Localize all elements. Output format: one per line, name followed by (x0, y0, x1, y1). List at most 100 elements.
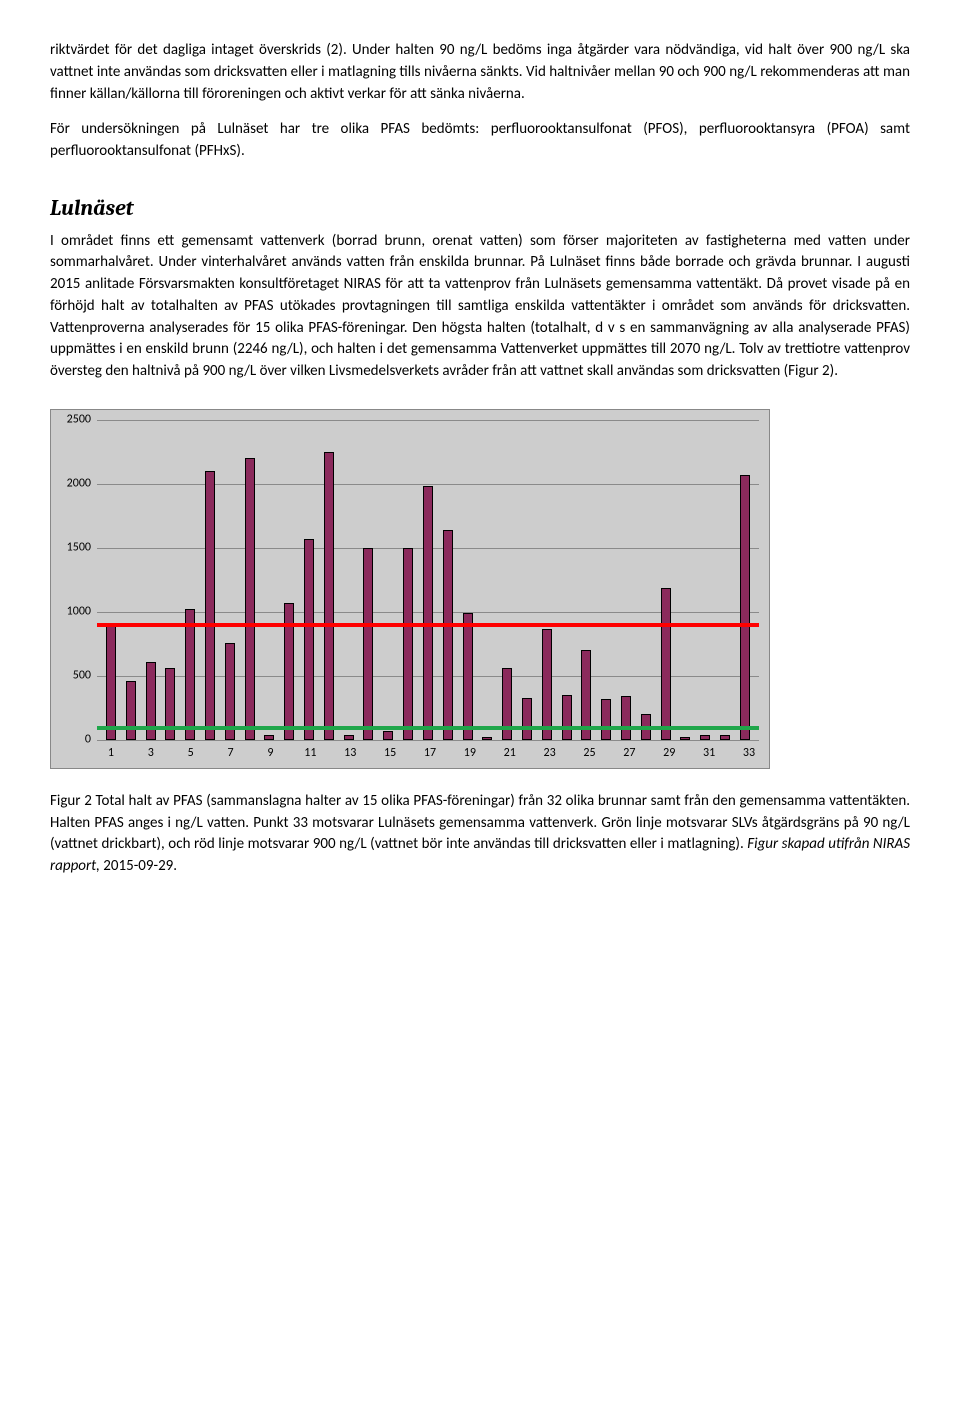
chart-bar (245, 458, 255, 740)
chart-bar (106, 625, 116, 740)
chart-reference-line (97, 623, 759, 627)
chart-bar-slot (180, 420, 200, 740)
chart-bar (304, 539, 314, 740)
chart-ytick-label: 500 (51, 667, 91, 684)
chart-bar (443, 530, 453, 740)
chart-bar (601, 699, 611, 740)
chart-bar (463, 613, 473, 740)
chart-bar-slot (260, 420, 280, 740)
chart-gridline (97, 740, 759, 741)
chart-bar (562, 695, 572, 740)
chart-bar-slot (378, 420, 398, 740)
chart-ytick-label: 2000 (51, 475, 91, 492)
chart-xtick-label (400, 745, 420, 762)
chart-xtick-label: 9 (261, 745, 281, 762)
chart-bar-slot (715, 420, 735, 740)
chart-bar-slot (220, 420, 240, 740)
chart-bar-slot (299, 420, 319, 740)
chart-bar-slot (240, 420, 260, 740)
chart-xtick-label: 5 (181, 745, 201, 762)
figure-caption: Figur 2 Total halt av PFAS (sammanslagna… (50, 791, 910, 878)
lulnaset-paragraph: I området finns ett gemensamt vattenverk… (50, 231, 910, 383)
chart-xtick-label (480, 745, 500, 762)
chart-xtick-label: 19 (460, 745, 480, 762)
chart-xtick-label (360, 745, 380, 762)
chart-bar-slot (141, 420, 161, 740)
chart-bar (740, 475, 750, 740)
chart-bar-slot (279, 420, 299, 740)
chart-xtick-label (719, 745, 739, 762)
pfas-bar-chart: 05001000150020002500 1357911131517192123… (50, 409, 770, 769)
chart-ytick-label: 1000 (51, 603, 91, 620)
chart-bar-slot (438, 420, 458, 740)
chart-bar-slot (458, 420, 478, 740)
chart-bar (482, 737, 492, 740)
chart-xtick-label (241, 745, 261, 762)
chart-bar (542, 629, 552, 740)
chart-bar (205, 471, 215, 740)
chart-xtick-label (639, 745, 659, 762)
chart-bar-slot (418, 420, 438, 740)
chart-bar-slot (596, 420, 616, 740)
chart-bar (126, 681, 136, 740)
chart-bar-slot (398, 420, 418, 740)
chart-xtick-label (440, 745, 460, 762)
chart-bar-slot (497, 420, 517, 740)
chart-bar (700, 735, 710, 740)
chart-ytick-label: 2500 (51, 411, 91, 428)
chart-xtick-label (560, 745, 580, 762)
caption-tail: 2015-09-29. (103, 857, 177, 875)
chart-xtick-label: 7 (221, 745, 241, 762)
chart-bar-slot (319, 420, 339, 740)
chart-bar-slot (676, 420, 696, 740)
chart-bar-slot (557, 420, 577, 740)
chart-bar (383, 731, 393, 740)
chart-xtick-label (599, 745, 619, 762)
chart-reference-line (97, 726, 759, 730)
chart-bar-slot (517, 420, 537, 740)
chart-ytick-label: 1500 (51, 539, 91, 556)
intro-paragraph-1: riktvärdet för det dagliga intaget övers… (50, 40, 910, 105)
chart-bar-slot (101, 420, 121, 740)
chart-bar (185, 609, 195, 740)
chart-xtick-label: 23 (540, 745, 560, 762)
chart-xtick-label: 25 (580, 745, 600, 762)
chart-bar (324, 452, 334, 740)
chart-xtick-label (320, 745, 340, 762)
chart-x-axis: 13579111315171921232527293133 (101, 745, 759, 762)
chart-xtick-label (121, 745, 141, 762)
chart-bars-container (101, 420, 755, 740)
chart-xtick-label: 3 (141, 745, 161, 762)
chart-bar-slot (537, 420, 557, 740)
chart-xtick-label (161, 745, 181, 762)
chart-bar-slot (695, 420, 715, 740)
chart-xtick-label (280, 745, 300, 762)
chart-plot-area: 05001000150020002500 (97, 420, 759, 740)
chart-bar (661, 588, 671, 740)
chart-bar-slot (735, 420, 755, 740)
chart-xtick-label (520, 745, 540, 762)
chart-xtick-label: 17 (420, 745, 440, 762)
chart-xtick-label: 33 (739, 745, 759, 762)
chart-xtick-label: 27 (619, 745, 639, 762)
chart-xtick-label (201, 745, 221, 762)
chart-bar-slot (359, 420, 379, 740)
chart-bar (403, 548, 413, 740)
chart-xtick-label: 21 (500, 745, 520, 762)
chart-bar-slot (121, 420, 141, 740)
chart-bar-slot (477, 420, 497, 740)
chart-xtick-label: 11 (300, 745, 320, 762)
chart-bar (344, 735, 354, 739)
chart-bar-slot (577, 420, 597, 740)
chart-bar-slot (339, 420, 359, 740)
chart-xtick-label: 13 (340, 745, 360, 762)
chart-bar (621, 696, 631, 740)
chart-bar (264, 735, 274, 739)
chart-bar (423, 486, 433, 739)
chart-xtick-label: 15 (380, 745, 400, 762)
intro-paragraph-2: För undersökningen på Lulnäset har tre o… (50, 119, 910, 163)
chart-bar (363, 548, 373, 740)
chart-bar (225, 643, 235, 740)
chart-xtick-label: 29 (659, 745, 679, 762)
chart-bar-slot (160, 420, 180, 740)
